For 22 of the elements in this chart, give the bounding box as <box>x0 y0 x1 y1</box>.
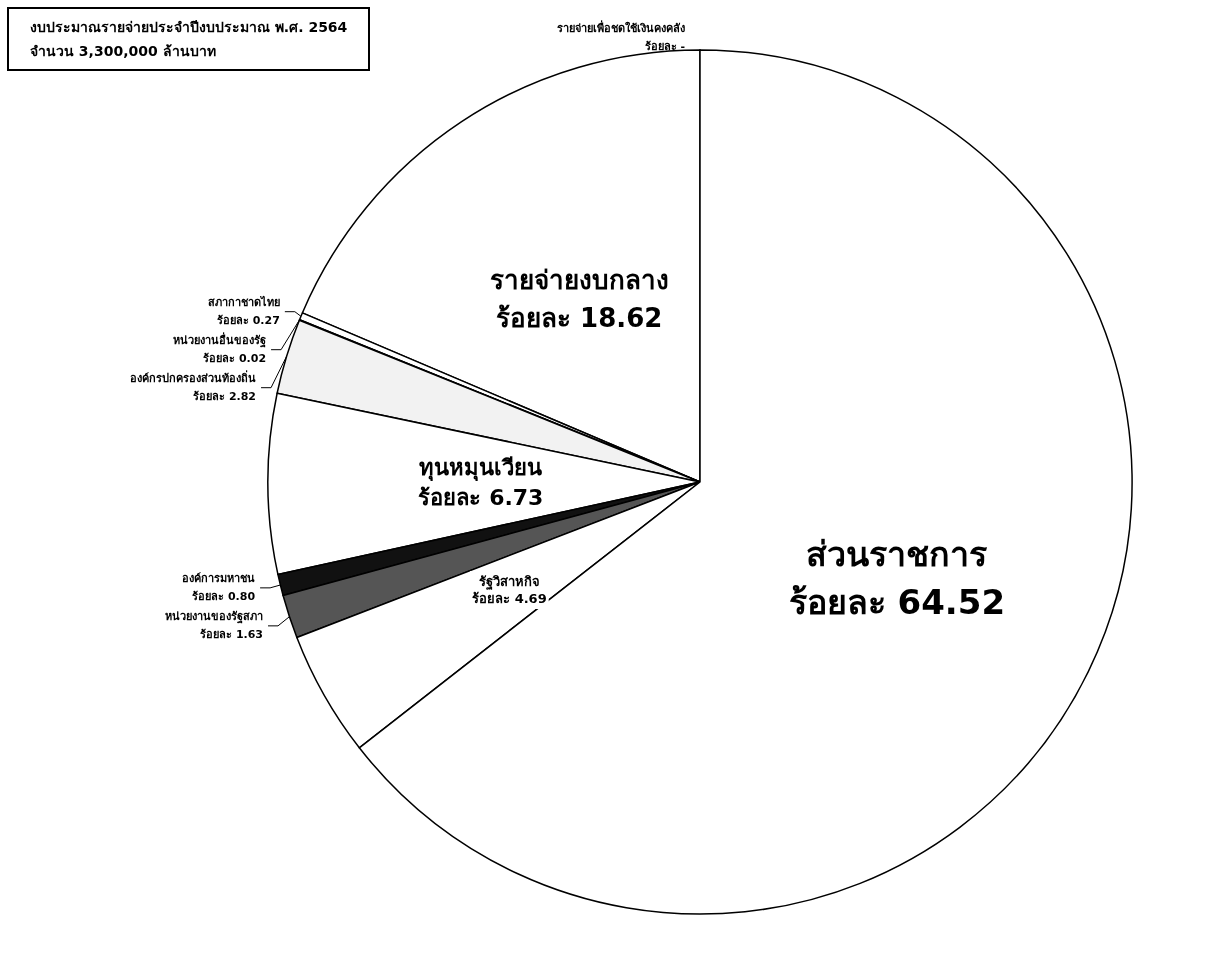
slice-label: ส่วนราชการ <box>806 534 989 575</box>
chart-subtitle: จำนวน 3,300,000 ล้านบาท <box>30 43 216 59</box>
slice-label: หน่วยงานอื่นของรัฐ <box>173 332 267 349</box>
chart-title: งบประมาณรายจ่ายประจำปีงบประมาณ พ.ศ. 2564 <box>30 19 348 35</box>
data-label: ร้อยละ 4.69 <box>472 590 547 606</box>
slice-label: รัฐวิสาหกิจ <box>478 573 540 591</box>
slice-label: รายจ่ายงบกลาง <box>489 265 669 296</box>
slice-label: สภากาชาดไทย <box>207 295 280 310</box>
data-label: ร้อยละ 64.52 <box>788 582 1006 623</box>
slice-label: องค์กรปกครองส่วนท้องถิ่น <box>130 370 257 386</box>
data-label: ร้อยละ 2.82 <box>193 390 257 404</box>
data-label: ร้อยละ 0.27 <box>216 314 280 328</box>
data-label: ร้อยละ 0.02 <box>203 352 267 366</box>
data-label: ร้อยละ 1.63 <box>200 628 264 642</box>
category-label: รายจ่ายเพื่อชดใช้เงินคงคลัง <box>557 22 685 36</box>
data-label: ร้อยละ 6.73 <box>418 485 544 511</box>
slice-label: องค์การมหาชน <box>182 572 256 586</box>
slice-label: ทุนหมุนเวียน <box>419 455 543 483</box>
data-label: ร้อยละ 0.80 <box>192 590 256 604</box>
slice-label: หน่วยงานของรัฐสภา <box>165 610 264 625</box>
data-label: ร้อยละ 18.62 <box>496 303 663 334</box>
text: ร้อยละ - <box>644 40 685 54</box>
